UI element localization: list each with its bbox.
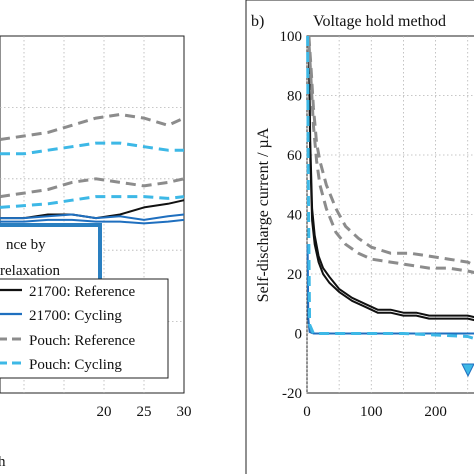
y-tick-label: 80 [287,89,302,105]
right-y-tick-labels: -20 0 20 40 60 80 100 [280,29,303,402]
x-tick-label: 25 [137,404,152,420]
legend: 21700: Reference 21700: Cycling Pouch: R… [0,278,169,379]
series-line-pouch-reference [307,41,474,275]
right-panel-border [245,0,474,474]
left-panel: 20 25 30 h nce by relaxation 21700: Refere… [0,35,192,470]
series-line-pouch-reference [0,113,185,141]
panel-label: b) [251,13,264,30]
series-line-pouch-cycling [0,141,184,156]
y-tick-label: 100 [280,29,303,45]
series-line-pouch-cycling [306,35,474,340]
x-tick-label: 200 [424,404,447,420]
legend-box [0,278,169,379]
series-line-21700-reference [307,35,474,319]
series-line-pouch-cycling [0,195,185,209]
annotation-line-1: nce by [6,237,46,253]
series-line-pouch-reference [0,177,185,199]
x-tick-label: 0 [303,404,311,420]
y-tick-label: 60 [287,148,302,164]
annotation-line-2: relaxation [0,263,60,279]
y-tick-label: 0 [295,327,303,343]
series-line-21700-cycling [0,213,185,221]
arrow-marker [461,363,474,378]
x-tick-label: 20 [97,404,112,420]
series-line-21700-cycling [0,218,185,225]
y-axis-label: Self-discharge current / µA [255,127,272,302]
x-tick-label: 100 [360,404,383,420]
left-series-group [0,113,185,225]
legend-label-21700-cycling: 21700: Cycling [29,308,122,324]
legend-label-21700-reference: 21700: Reference [29,284,136,300]
right-series-group [306,35,474,340]
series-line-pouch-reference [307,35,474,267]
legend-label-pouch-reference: Pouch: Reference [29,333,136,349]
y-tick-label: 20 [287,267,302,283]
left-x-tick-labels: 20 25 30 [97,404,192,420]
y-tick-label: 40 [287,208,302,224]
x-tick-label: 30 [177,404,192,420]
legend-label-pouch-cycling: Pouch: Cycling [29,357,122,373]
series-line-21700-reference [307,50,474,322]
y-tick-label: -20 [282,386,302,402]
right-x-tick-labels: 0 100 200 [303,404,447,420]
left-x-axis-label: h [0,454,6,470]
chart-title: Voltage hold method [313,13,446,30]
